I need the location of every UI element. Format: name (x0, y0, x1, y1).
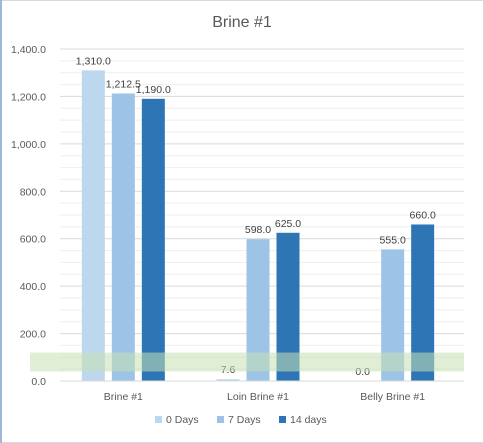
bar (381, 249, 405, 381)
green-band (30, 352, 464, 372)
legend-swatch (217, 416, 224, 423)
legend-label: 7 Days (228, 414, 261, 426)
highlight-band (30, 352, 464, 372)
y-tick-label: 800.0 (20, 186, 46, 198)
x-tick-label: Belly Brine #1 (360, 391, 425, 403)
y-tick-label: 1,000.0 (11, 139, 46, 151)
legend-label: 14 days (290, 414, 327, 426)
bar (111, 93, 135, 381)
bar (276, 232, 300, 381)
left-edge-rule (0, 0, 2, 443)
data-label: 1,190.0 (136, 84, 171, 96)
bar (216, 379, 240, 381)
y-tick-label: 0.0 (31, 376, 46, 388)
data-label: 660.0 (410, 209, 436, 221)
x-axis: Brine #1 Loin Brine #1 Belly Brine #1 (60, 380, 464, 403)
y-tick-label: 200.0 (20, 329, 46, 341)
data-label: 1,212.5 (106, 78, 141, 90)
legend-swatch (279, 416, 286, 423)
bar (81, 70, 105, 381)
legend: 0 Days 7 Days 14 days (155, 414, 327, 426)
data-label: 598.0 (245, 224, 271, 236)
y-tick-label: 1,200.0 (11, 91, 46, 103)
x-tick-label: Loin Brine #1 (227, 391, 289, 403)
legend-label: 0 Days (166, 414, 199, 426)
x-tick-label: Brine #1 (104, 391, 143, 403)
legend-swatch (155, 416, 162, 423)
bar (246, 239, 270, 381)
bar (411, 224, 435, 381)
bar (141, 98, 165, 382)
y-axis: 0.0 200.0 400.0 600.0 800.0 1,000.0 1,200.0 1,4… (11, 44, 46, 388)
chart-title: Brine #1 (212, 14, 272, 31)
data-label: 555.0 (380, 234, 406, 246)
bars (81, 70, 435, 382)
y-tick-label: 400.0 (20, 281, 46, 293)
y-tick-label: 1,400.0 (11, 44, 46, 56)
data-label: 625.0 (275, 218, 301, 230)
y-tick-label: 600.0 (20, 234, 46, 246)
data-label: 1,310.0 (76, 55, 111, 67)
